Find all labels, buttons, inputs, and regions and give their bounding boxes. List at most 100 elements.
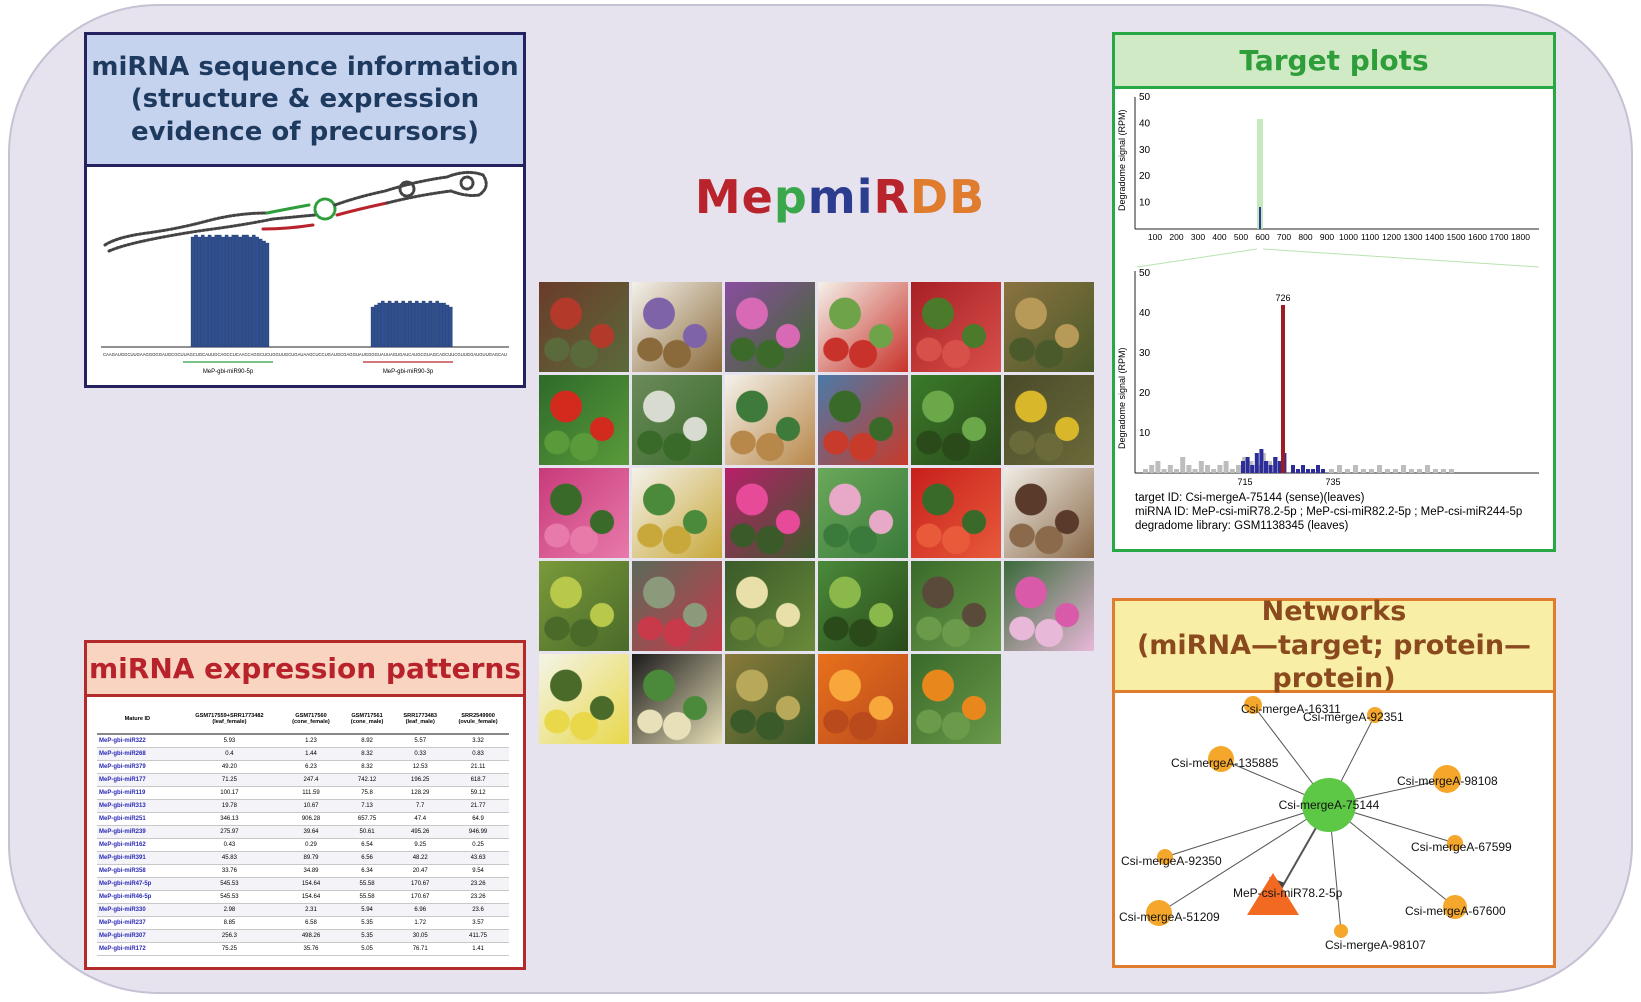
target-node[interactable] (1443, 895, 1467, 919)
signal-bar-blue (1273, 457, 1278, 473)
table-header-row: Mature ID GSM717559+SRR1773482 (leaf_femal… (97, 705, 509, 735)
target-node[interactable] (1334, 924, 1348, 938)
mature-id-link[interactable]: MeP-gbi-miR268 (97, 747, 178, 761)
title-part-1: p (773, 170, 808, 224)
bottom-y-tick: 50 (1139, 268, 1151, 279)
table-row: MeP-gbi-miR239 275.97 39.64 50.61 495.26 946.… (97, 825, 509, 839)
pink-peony-photo (539, 468, 629, 558)
signal-bar-blue (1277, 461, 1282, 473)
target-node[interactable] (1367, 707, 1383, 723)
target-node[interactable] (1244, 696, 1262, 714)
signal-bar-grey (1425, 465, 1430, 473)
mature-id-link[interactable]: MeP-gbi-miR237 (97, 916, 178, 930)
expression-value: 657.75 (340, 812, 394, 826)
mature-id-link[interactable]: MeP-gbi-miR47-5p (97, 877, 178, 891)
expression-value: 43.63 (447, 851, 509, 865)
sequence-header-line-1: miRNA sequence information (91, 51, 519, 82)
expression-value: 346.13 (177, 812, 282, 826)
expression-value: 100.17 (177, 786, 282, 800)
precursor-sequence: CAAGAUGGCUUGAAGGGGGAUGCGCUUAGCUGCAUUGCAG… (103, 352, 507, 357)
expression-value: 0.25 (447, 838, 509, 852)
mature-id-link[interactable]: MeP-gbi-miR358 (97, 864, 178, 878)
bar-5p (194, 234, 198, 348)
signal-bar-blue (1316, 465, 1320, 473)
precursor-structure-plot: CAAGAUGGCUUGAAGGGGGAUGCGCUUAGCUGCAUUGCAG… (101, 170, 509, 375)
zoom-line-right (1262, 248, 1540, 268)
expression-value: 35.76 (281, 942, 341, 956)
bar-5p (211, 236, 215, 348)
mature-id-link[interactable]: MeP-gbi-miR330 (97, 903, 178, 917)
top-plot-highlight (1257, 119, 1263, 229)
expression-value: 0.29 (281, 838, 341, 852)
mature-id-link[interactable]: MeP-gbi-miR239 (97, 825, 178, 839)
signal-bar-grey (1217, 465, 1223, 473)
longan-photo (725, 654, 815, 744)
bar-3p (415, 300, 419, 348)
bar-5p (221, 236, 225, 348)
target-node[interactable] (1146, 900, 1172, 926)
mature-id-link[interactable]: MeP-gbi-miR162 (97, 838, 178, 852)
column-id: GSM717560 (295, 713, 327, 719)
expression-value: 21.77 (447, 799, 509, 813)
mature-id-link[interactable]: MeP-gbi-miR379 (97, 760, 178, 774)
expression-value: 1.41 (447, 942, 509, 956)
bar-3p (421, 300, 426, 348)
networks-header: Networks (miRNA—target; protein—protein) (1115, 596, 1553, 694)
target-node[interactable] (1447, 835, 1463, 851)
expression-value: 5.35 (340, 929, 394, 943)
column-id: SRR2549900 (461, 713, 495, 719)
mature-id-link[interactable]: MeP-gbi-miR46-5p (97, 890, 178, 904)
title-part-4: DB (909, 170, 986, 224)
expression-value: 71.25 (177, 773, 282, 787)
target-label: Csi-mergeA-67599 (1411, 840, 1512, 854)
top-y-tick: 50 (1139, 92, 1151, 103)
expression-value: 545.53 (177, 877, 282, 891)
mature-id-link[interactable]: MeP-gbi-miR177 (97, 773, 178, 787)
expression-value: 495.26 (393, 825, 448, 839)
expression-value: 170.67 (393, 877, 448, 891)
bar-3p (442, 302, 446, 348)
target-node[interactable] (1157, 849, 1173, 865)
top-x-tick: 1000 (1339, 232, 1358, 242)
expression-value: 742.12 (340, 773, 394, 787)
red-berry-herb-photo (818, 282, 908, 372)
target-node[interactable] (1433, 765, 1461, 793)
expression-value: 9.25 (393, 838, 448, 852)
center-node[interactable] (1302, 778, 1356, 832)
mature-id-link[interactable]: MeP-gbi-miR307 (97, 929, 178, 943)
column-header[interactable]: GSM717560 (cone_female) (281, 705, 341, 735)
expression-value: 5.35 (340, 916, 394, 930)
column-header[interactable]: SRR1773483 (leaf_male) (393, 705, 448, 735)
top-y-tick: 40 (1139, 118, 1151, 129)
bar-3p (398, 302, 402, 348)
column-header[interactable]: GSM717561 (cone_male) (340, 705, 394, 735)
signal-bar-blue (1296, 469, 1300, 473)
top-x-tick: 100 (1148, 232, 1162, 242)
bottom-plot-peak-label: 726 (1275, 293, 1290, 303)
read-bars-3p (370, 300, 453, 348)
mature-id-link[interactable]: MeP-gbi-miR391 (97, 851, 178, 865)
bottom-y-tick: 20 (1139, 388, 1151, 399)
expression-value: 3.32 (447, 734, 509, 748)
bottom-plot-y-label: Degradome signal (RPM) (1117, 347, 1127, 449)
mature-id-link[interactable]: MeP-gbi-miR251 (97, 812, 178, 826)
expression-value: 12.53 (393, 760, 448, 774)
leafy-tree-photo (911, 561, 1001, 651)
column-header[interactable]: SRR2549900 (ovule_female) (447, 705, 509, 735)
expression-value: 6.34 (340, 864, 394, 878)
bar-3p (408, 300, 412, 348)
mature-id-link[interactable]: MeP-gbi-miR322 (97, 734, 178, 748)
mirna-node[interactable] (1247, 873, 1299, 915)
expression-value: 5.57 (393, 734, 448, 748)
caption-library: degradome library: GSM1138345 (leaves) (1135, 520, 1348, 532)
target-node[interactable] (1208, 746, 1234, 772)
expression-value: 10.67 (281, 799, 341, 813)
table-row: MeP-gbi-miR237 8.85 6.58 5.35 1.72 3.57 (97, 916, 509, 930)
mature-id-link[interactable]: MeP-gbi-miR172 (97, 942, 178, 956)
column-header[interactable]: GSM717559+SRR1773482 (leaf_female) (177, 705, 282, 735)
bottom-plot-peak-bar (1281, 305, 1285, 473)
column-header[interactable]: Mature ID (97, 705, 178, 735)
table-row: MeP-gbi-miR172 75.25 35.76 5.05 76.71 1.41 (97, 942, 509, 956)
mature-id-link[interactable]: MeP-gbi-miR313 (97, 799, 178, 813)
mature-id-link[interactable]: MeP-gbi-miR119 (97, 786, 178, 800)
